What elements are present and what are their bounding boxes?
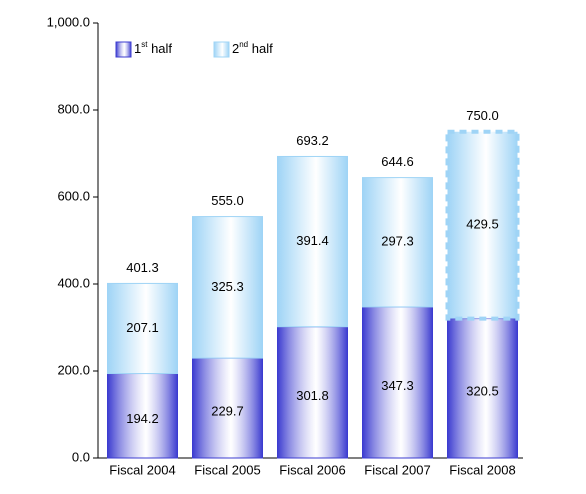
y-tick-label: 600.0 — [57, 188, 90, 203]
x-tick-label: Fiscal 2004 — [109, 462, 175, 477]
bar-segment — [192, 357, 263, 459]
x-tick-label: Fiscal 2006 — [279, 462, 345, 477]
total-label: 401.3 — [126, 260, 159, 275]
y-tick-label: 800.0 — [57, 101, 90, 116]
segment-label: 347.3 — [381, 378, 414, 393]
total-label: 644.6 — [381, 154, 414, 169]
bar-segment — [445, 129, 520, 321]
legend-swatch — [115, 41, 132, 58]
x-tick-label: Fiscal 2007 — [364, 462, 430, 477]
segment-label: 429.5 — [466, 217, 499, 232]
bar-segment — [107, 282, 178, 375]
segment-label: 301.8 — [296, 388, 329, 403]
x-tick-label: Fiscal 2005 — [194, 462, 260, 477]
legend-swatch — [213, 41, 230, 58]
bar-segment — [107, 373, 178, 459]
segment-label: 325.3 — [211, 279, 244, 294]
y-tick-label: 1,000.0 — [47, 14, 90, 29]
bar-segment — [277, 326, 348, 459]
bar-segment — [447, 318, 518, 459]
total-label: 555.0 — [211, 193, 244, 208]
y-tick-label: 0.0 — [72, 449, 90, 464]
bar-segment — [192, 216, 263, 359]
segment-label: 194.2 — [126, 411, 159, 426]
segment-label: 297.3 — [381, 234, 414, 249]
segment-label: 391.4 — [296, 233, 329, 248]
total-label: 750.0 — [466, 108, 499, 123]
legend-label: 2nd half — [232, 40, 273, 56]
segment-label: 207.1 — [126, 320, 159, 335]
bar-segment — [277, 155, 348, 328]
bar-segment — [362, 177, 433, 308]
y-tick-label: 400.0 — [57, 275, 90, 290]
segment-label: 229.7 — [211, 403, 244, 418]
segment-label: 320.5 — [466, 384, 499, 399]
legend-label: 1st half — [134, 40, 172, 56]
total-label: 693.2 — [296, 133, 329, 148]
x-tick-label: Fiscal 2008 — [449, 462, 515, 477]
y-tick-label: 200.0 — [57, 362, 90, 377]
